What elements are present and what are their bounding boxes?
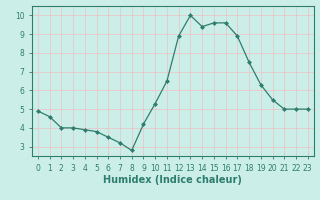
X-axis label: Humidex (Indice chaleur): Humidex (Indice chaleur) bbox=[103, 175, 242, 185]
